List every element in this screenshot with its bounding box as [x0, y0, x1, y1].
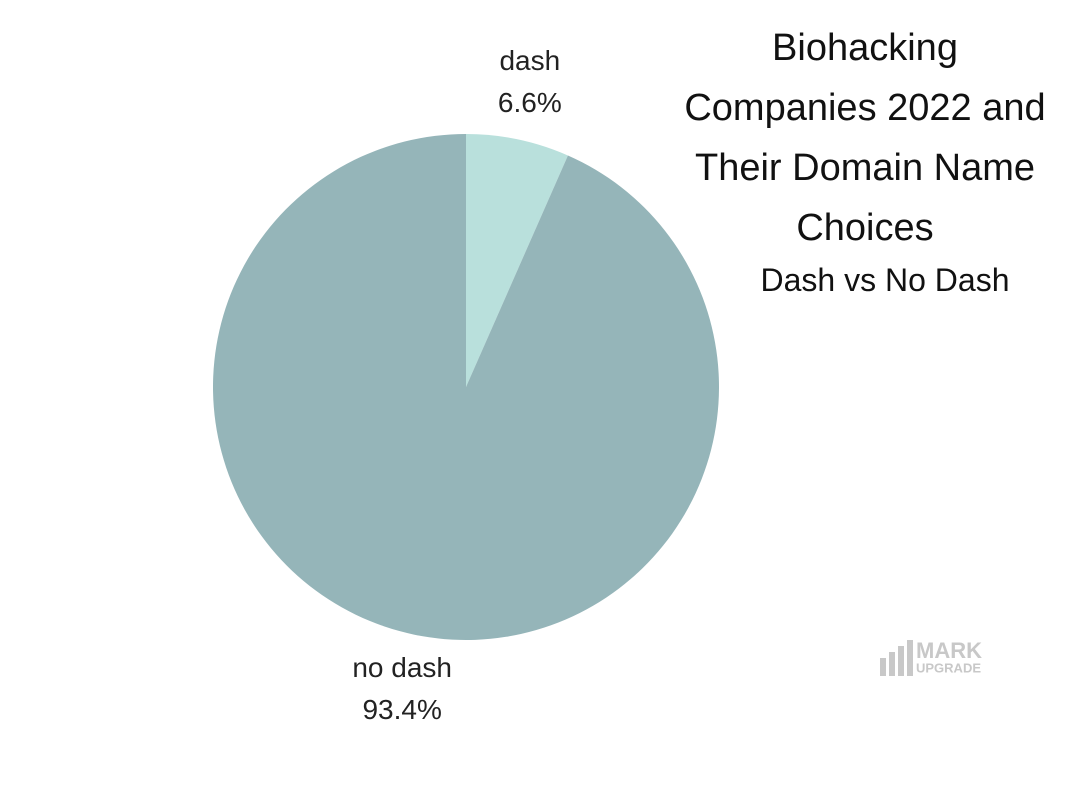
slice-label: dash [499, 45, 560, 76]
pie-slice [466, 134, 568, 387]
slice-label: no dash [352, 652, 452, 683]
chart-title: Biohacking Companies 2022 and Their Doma… [684, 27, 1046, 249]
value-label: 93.4% [362, 694, 441, 725]
watermark-icon [880, 640, 913, 676]
watermark: MARK [916, 638, 982, 663]
chart-subtitle: Dash vs No Dash [760, 262, 1010, 298]
pie-slice [213, 134, 720, 640]
value-label: 6.6% [498, 87, 562, 118]
watermark: UPGRADE [916, 660, 981, 675]
